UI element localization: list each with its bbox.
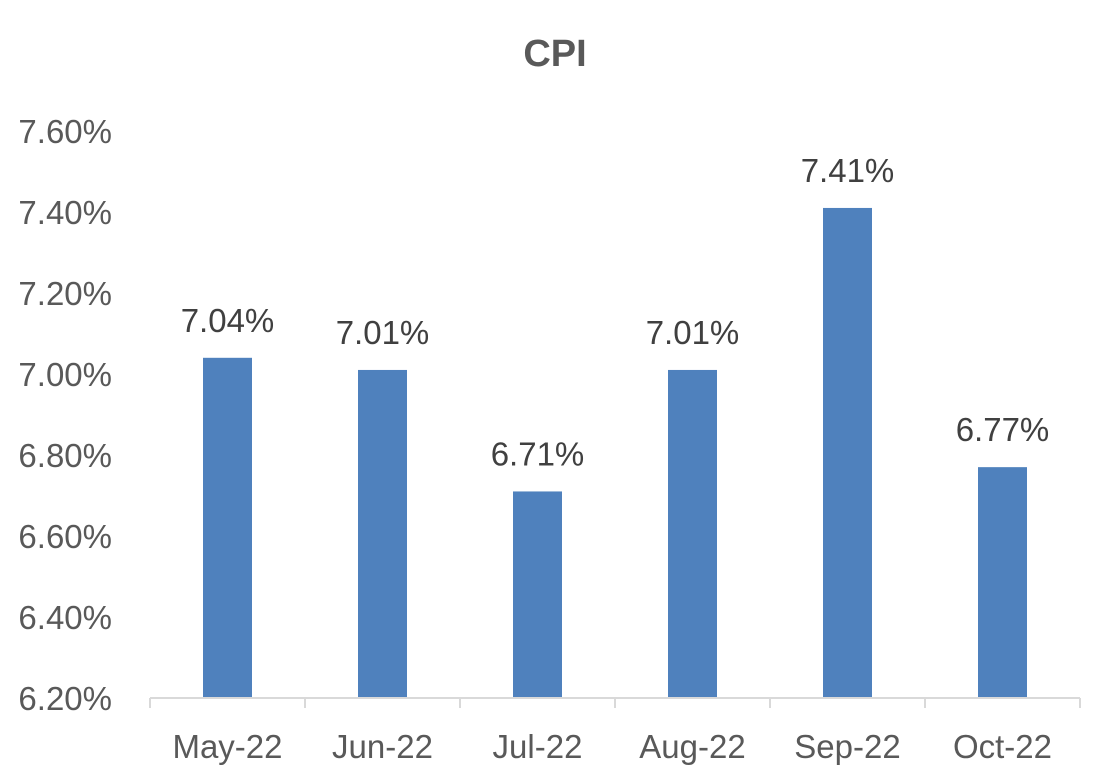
x-axis: May-22 Jun-22 Jul-22 Aug-22 Sep-22 Oct-22 <box>149 697 1081 765</box>
x-tick-label: Oct-22 <box>953 728 1052 765</box>
chart-title: CPI <box>523 33 586 75</box>
y-tick-label: 7.00% <box>18 356 112 393</box>
bar-aug-22 <box>668 369 717 698</box>
y-tick-label: 6.60% <box>18 518 112 555</box>
x-tick-label: Aug-22 <box>639 728 745 765</box>
data-labels: 7.04% 7.01% 6.71% 7.01% 7.41% 6.77% <box>181 152 1050 473</box>
data-label: 6.71% <box>491 435 585 472</box>
bar-oct-22 <box>978 467 1027 698</box>
data-label: 6.77% <box>956 411 1050 448</box>
y-tick-label: 7.20% <box>18 275 112 312</box>
y-axis: 6.20% 6.40% 6.60% 6.80% 7.00% 7.20% 7.40% 7.60% <box>18 113 112 717</box>
bar-may-22 <box>203 357 252 698</box>
bar-sep-22 <box>823 207 872 698</box>
y-tick-label: 7.40% <box>18 194 112 231</box>
bar-jul-22 <box>513 491 562 698</box>
x-tick-label: Jun-22 <box>332 728 433 765</box>
x-tick-label: May-22 <box>172 728 282 765</box>
data-label: 7.01% <box>646 314 740 351</box>
y-tick-label: 6.40% <box>18 599 112 636</box>
data-label: 7.01% <box>336 314 430 351</box>
y-tick-label: 6.80% <box>18 437 112 474</box>
y-tick-label: 7.60% <box>18 113 112 150</box>
data-label: 7.04% <box>181 302 275 339</box>
bar-series <box>203 207 1027 698</box>
data-label: 7.41% <box>801 152 895 189</box>
x-tick-label: Sep-22 <box>794 728 900 765</box>
x-tick-label: Jul-22 <box>493 728 583 765</box>
y-tick-label: 6.20% <box>18 680 112 717</box>
bar-jun-22 <box>358 369 407 698</box>
